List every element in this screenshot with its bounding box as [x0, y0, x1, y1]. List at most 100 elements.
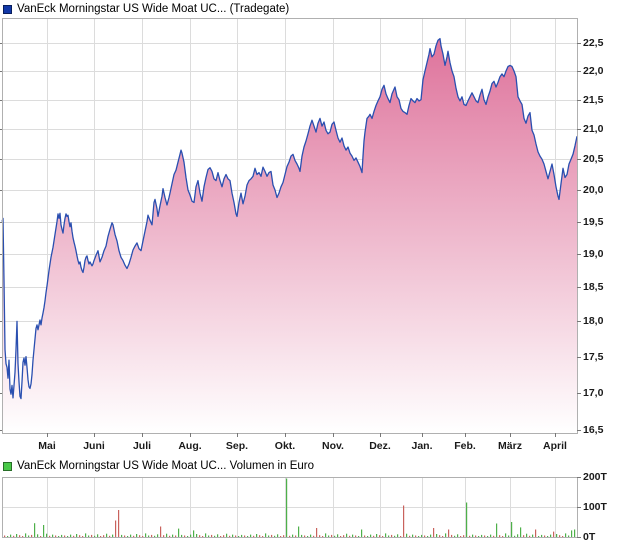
volume-bar: [337, 534, 339, 537]
volume-bar: [199, 535, 201, 537]
volume-bar: [220, 536, 222, 537]
month-label: Mai: [38, 440, 56, 452]
volume-bar: [565, 533, 567, 537]
volume-bar: [7, 536, 9, 537]
price-series-title: VanEck Morningstar US Wide Moat UC... (T…: [17, 3, 290, 15]
volume-bar: [535, 529, 537, 537]
volume-bar: [217, 534, 219, 537]
price-series-marker: [3, 5, 12, 14]
volume-bar: [181, 534, 183, 537]
volume-series-marker: [3, 462, 12, 471]
volume-bar: [370, 534, 372, 537]
volume-bar: [49, 535, 51, 537]
volume-bar: [154, 535, 156, 537]
volume-bar: [202, 536, 204, 537]
volume-bar: [241, 534, 243, 537]
volume-bar: [274, 535, 276, 537]
volume-bar: [265, 533, 267, 537]
volume-bar: [493, 535, 495, 537]
month-label: April: [543, 440, 567, 452]
volume-bar: [58, 536, 60, 537]
volume-bar: [97, 534, 99, 537]
price-axis-label: 21,5: [583, 93, 604, 106]
volume-bar: [139, 535, 141, 537]
volume-bar: [475, 535, 477, 537]
volume-bar: [379, 535, 381, 537]
volume-bar: [34, 523, 36, 537]
volume-bar: [16, 534, 18, 537]
volume-bar: [409, 535, 411, 537]
volume-bar: [346, 533, 348, 537]
volume-bar: [163, 535, 165, 537]
volume-bar: [106, 533, 108, 537]
price-axis-label: 22,0: [583, 65, 604, 78]
volume-bar: [556, 534, 558, 537]
volume-bar: [340, 536, 342, 537]
volume-bar: [61, 534, 63, 537]
volume-bar: [427, 536, 429, 537]
price-axis-label: 22,5: [583, 37, 604, 49]
volume-bar: [469, 535, 471, 537]
volume-bar: [373, 535, 375, 537]
volume-bar: [298, 526, 300, 537]
volume-bar: [250, 534, 252, 537]
volume-bar: [361, 529, 363, 537]
volume-bar: [553, 531, 555, 537]
volume-bar: [562, 536, 564, 537]
volume-bar: [454, 535, 456, 537]
volume-bar: [157, 534, 159, 537]
volume-bar: [310, 534, 312, 537]
axis-ticks: [0, 43, 581, 538]
volume-bar: [496, 523, 498, 537]
volume-bar: [172, 534, 174, 537]
volume-bar: [511, 522, 513, 537]
volume-bar: [82, 536, 84, 537]
price-axis-label: 19,5: [583, 215, 604, 228]
volume-bar: [406, 533, 408, 537]
volume-bar: [229, 535, 231, 537]
volume-bar: [391, 534, 393, 537]
volume-bar: [322, 536, 324, 537]
price-axis-label: 17,0: [583, 386, 604, 399]
volume-axis-label: 200T: [583, 471, 607, 483]
volume-bar: [541, 534, 543, 537]
volume-bar: [31, 534, 33, 537]
volume-bars: [4, 478, 576, 537]
volume-bar: [109, 535, 111, 537]
volume-bar: [124, 535, 126, 537]
volume-bar: [544, 535, 546, 537]
volume-bar: [214, 535, 216, 537]
volume-bar: [115, 520, 117, 537]
volume-bar: [499, 535, 501, 537]
volume-bar: [400, 536, 402, 537]
volume-bar: [10, 534, 12, 537]
volume-bar: [247, 536, 249, 537]
volume-bar: [529, 535, 531, 537]
volume-bar: [64, 535, 66, 537]
volume-bar: [145, 533, 147, 537]
volume-series-title: VanEck Morningstar US Wide Moat UC... Vo…: [17, 460, 314, 472]
month-label: Aug.: [178, 440, 202, 452]
volume-bar: [262, 536, 264, 537]
volume-bar: [178, 528, 180, 537]
price-axis-label: 16,5: [583, 424, 604, 436]
volume-bar: [259, 535, 261, 537]
volume-bar: [94, 535, 96, 537]
volume-bar: [70, 534, 72, 537]
volume-bar: [196, 534, 198, 537]
volume-bar: [487, 536, 489, 537]
volume-bar: [325, 533, 327, 537]
volume-bar: [223, 535, 225, 537]
month-label: Okt.: [274, 440, 296, 452]
volume-bar: [244, 535, 246, 537]
volume-bar: [211, 534, 213, 537]
volume-bar: [430, 534, 432, 537]
volume-bar: [283, 535, 285, 537]
volume-bar: [88, 535, 90, 537]
volume-bar: [280, 536, 282, 537]
volume-bar: [112, 534, 114, 537]
volume-bar: [328, 535, 330, 537]
volume-bar: [67, 536, 69, 537]
volume-bar: [292, 534, 294, 537]
month-label: Nov.: [322, 440, 344, 452]
